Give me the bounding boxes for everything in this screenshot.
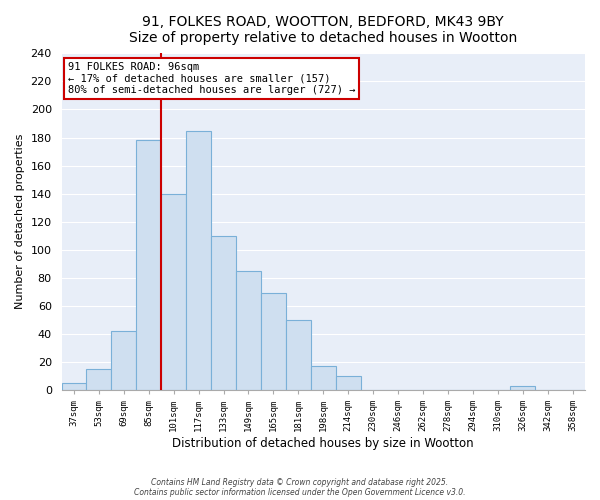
Bar	[236, 271, 261, 390]
Bar	[86, 369, 112, 390]
Y-axis label: Number of detached properties: Number of detached properties	[15, 134, 25, 310]
Bar	[211, 236, 236, 390]
Text: 91 FOLKES ROAD: 96sqm
← 17% of detached houses are smaller (157)
80% of semi-det: 91 FOLKES ROAD: 96sqm ← 17% of detached …	[68, 62, 355, 95]
Bar	[510, 386, 535, 390]
Text: Contains HM Land Registry data © Crown copyright and database right 2025.
Contai: Contains HM Land Registry data © Crown c…	[134, 478, 466, 497]
Bar	[336, 376, 361, 390]
Bar	[112, 331, 136, 390]
Bar	[161, 194, 186, 390]
Bar	[136, 140, 161, 390]
Title: 91, FOLKES ROAD, WOOTTON, BEDFORD, MK43 9BY
Size of property relative to detache: 91, FOLKES ROAD, WOOTTON, BEDFORD, MK43 …	[129, 15, 517, 45]
Bar	[186, 130, 211, 390]
X-axis label: Distribution of detached houses by size in Wootton: Distribution of detached houses by size …	[172, 437, 474, 450]
Bar	[286, 320, 311, 390]
Bar	[311, 366, 336, 390]
Bar	[261, 294, 286, 390]
Bar	[62, 383, 86, 390]
